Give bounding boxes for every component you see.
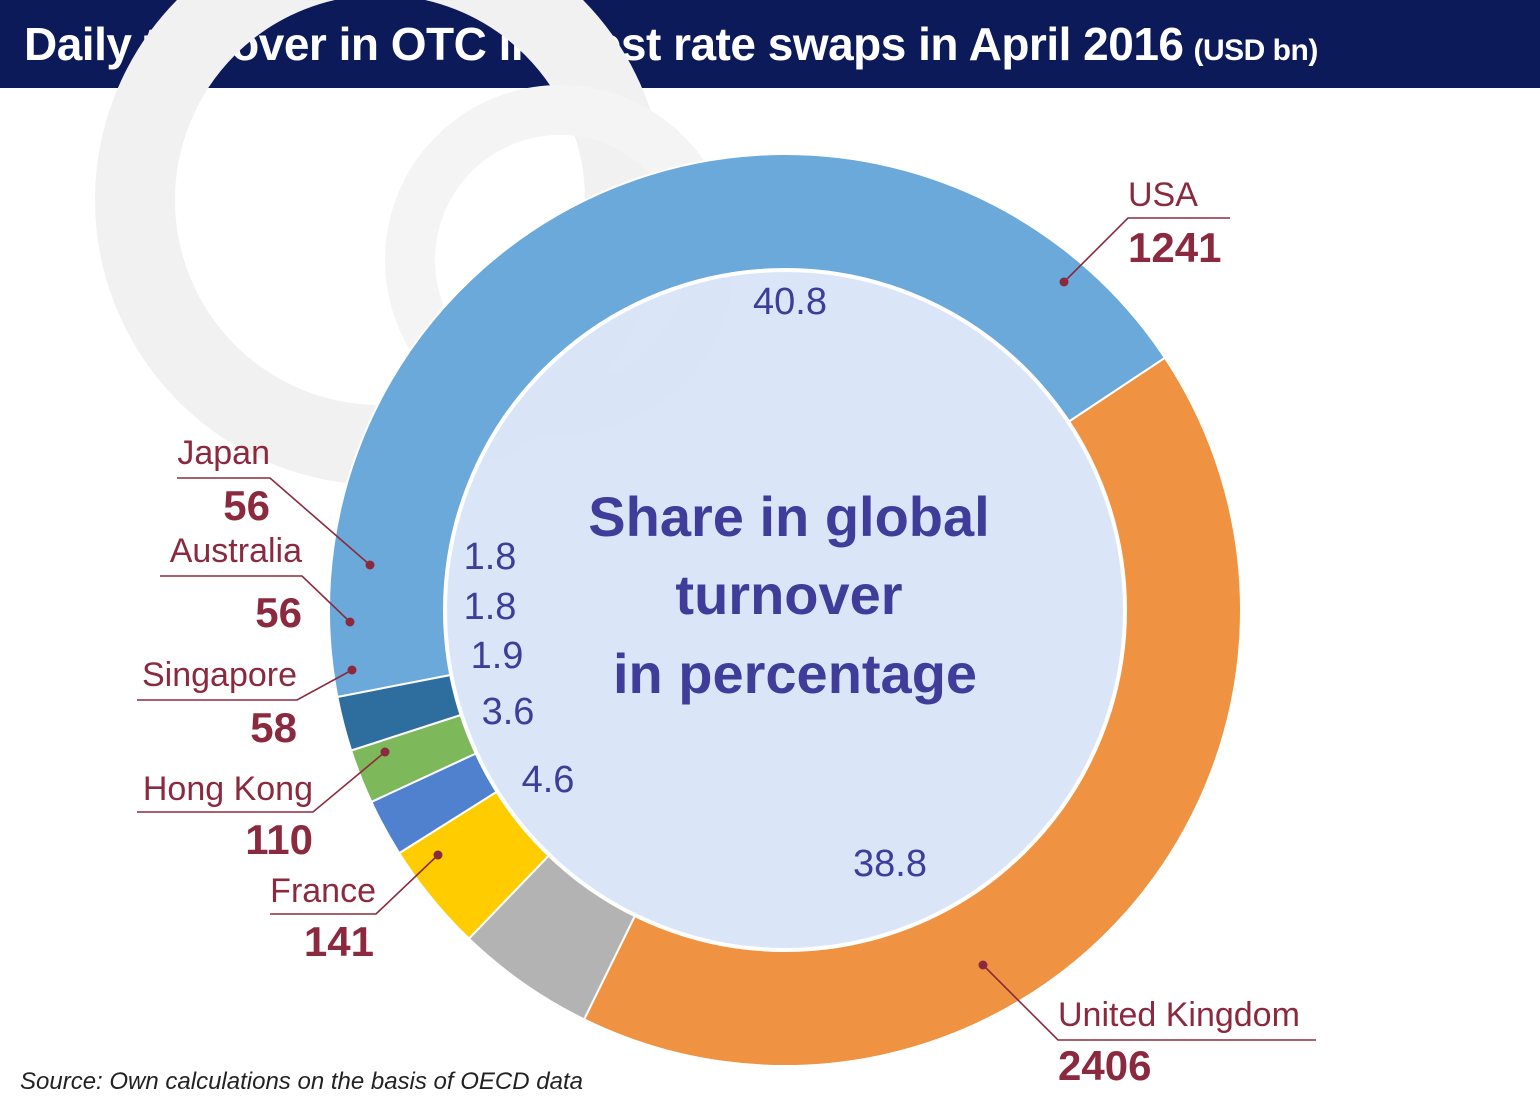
value-label-singapore: 58: [250, 704, 297, 751]
leader-dot-france: [433, 850, 443, 860]
leader-line-usa: [1063, 217, 1230, 283]
leader-dot-usa: [1059, 277, 1069, 287]
center-label: Share in global turnover in percentage: [588, 485, 989, 705]
leader-line-singapore: [137, 669, 353, 701]
percent-label-france: 4.6: [522, 759, 575, 801]
leader-dot-singapore: [347, 665, 357, 675]
callouts: USA 1241 United Kingdom 2406 France 141 Hong K…: [137, 176, 1316, 1089]
percent-labels: 40.8 38.8 4.6 3.6 1.9 1.8 1.8: [464, 281, 927, 885]
value-label-hong-kong: 110: [245, 816, 313, 863]
value-label-japan: 56: [223, 482, 270, 529]
percent-label-hong-kong: 3.6: [482, 691, 535, 733]
country-label-japan: Japan: [177, 434, 270, 472]
leader-line-united-kingdom: [982, 964, 1316, 1041]
country-label-hong-kong: Hong Kong: [143, 770, 313, 808]
country-label-france: France: [270, 872, 376, 910]
leader-line-japan: [177, 477, 371, 566]
percent-label-japan: 1.8: [464, 536, 517, 578]
donut-slices: [328, 153, 1242, 1067]
percent-label-usa: 40.8: [753, 281, 827, 323]
center-label-line-1: Share in global: [588, 485, 989, 548]
leader-dot-japan: [365, 560, 375, 570]
leader-line-australia: [160, 575, 351, 623]
leader-dot-australia: [345, 617, 355, 627]
leader-dot-united-kingdom: [978, 960, 988, 970]
country-label-australia: Australia: [170, 532, 302, 570]
leader-dot-hong-kong: [380, 747, 390, 757]
value-label-france: 141: [304, 918, 374, 965]
percent-label-singapore: 1.9: [471, 635, 524, 677]
chart-title-unit: (USD bn): [1193, 34, 1319, 67]
country-label-usa: USA: [1128, 176, 1198, 214]
value-label-australia: 56: [255, 589, 302, 636]
percent-label-australia: 1.8: [464, 586, 517, 628]
donut-hole: [443, 268, 1127, 952]
percent-label-united-kingdom: 38.8: [853, 843, 927, 885]
leader-line-hong-kong: [137, 751, 386, 813]
leader-line-france: [270, 854, 439, 915]
center-label-line-3: in percentage: [613, 642, 977, 705]
country-label-singapore: Singapore: [142, 656, 297, 694]
source-note: Source: Own calculations on the basis of…: [20, 1068, 583, 1095]
value-label-usa: 1241: [1128, 224, 1221, 271]
value-label-united-kingdom: 2406: [1058, 1042, 1151, 1089]
country-label-united-kingdom: United Kingdom: [1058, 996, 1300, 1034]
center-label-line-2: turnover: [675, 563, 902, 626]
